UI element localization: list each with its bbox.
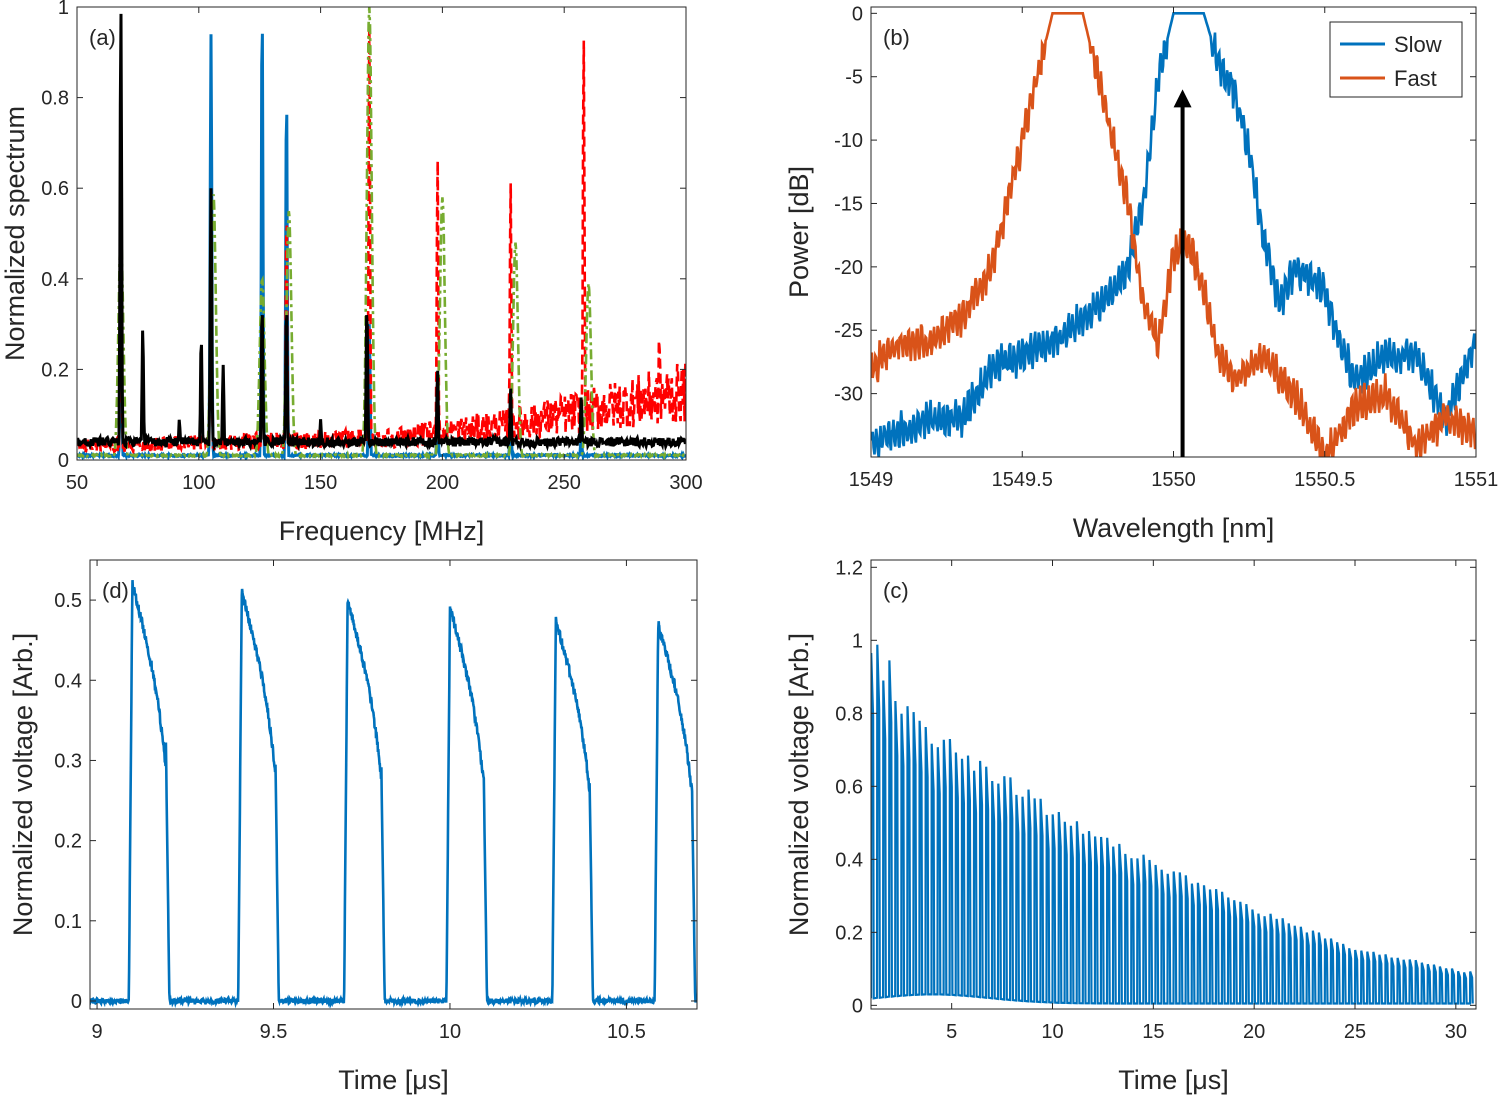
c-axes-box	[870, 559, 1477, 1010]
b-ytick-label: 0	[852, 3, 863, 25]
d-ytick-label: 0.5	[54, 590, 82, 612]
b-ytick-label: -5	[845, 67, 863, 89]
c-ytick-label: 0	[852, 995, 863, 1017]
d-ytick-label: 0.1	[54, 911, 82, 933]
c-plot-area	[871, 644, 1474, 1005]
d-plot-area	[90, 580, 697, 1009]
a-ytick-label: 0.2	[41, 359, 69, 381]
c-ytick-label: 0.2	[835, 922, 863, 944]
panel-a-chart: 50 100 150 200 250 300 0 0.2 0.4 0.6 0.8 1 Frequency…	[0, 0, 703, 546]
d-series-line	[90, 580, 697, 1009]
b-arrow-head	[1173, 89, 1192, 108]
panel-d-chart: 9 9.5 10 10.5 0 0.1 0.2 0.3 0.4 0.5 Time [μs] Norma…	[8, 559, 698, 1095]
b-ytick-label: -10	[834, 130, 863, 152]
b-xtick-label: 1550	[1151, 469, 1196, 491]
c-ytick-label: 1.2	[835, 557, 863, 579]
d-xtick-label: 10	[439, 1021, 461, 1043]
a-plot-area	[77, 7, 686, 460]
a-ytick-label: 0.6	[41, 178, 69, 200]
a-series-line-1	[77, 25, 686, 457]
d-panel-label: (d)	[102, 578, 129, 603]
d-ylabel: Normalized voltage [Arb.]	[8, 633, 38, 936]
b-xtick-label: 1549.5	[992, 469, 1053, 491]
a-xtick-label: 150	[304, 472, 337, 494]
d-ytick-label: 0.2	[54, 831, 82, 853]
c-xtick-label: 10	[1041, 1021, 1063, 1043]
c-ytick-label: 1	[852, 630, 863, 652]
panel-b-chart: 1549 1549.5 1550 1550.5 1551 0 -5 -10 -15 -20 -25 -…	[784, 3, 1498, 543]
b-ytick-label: -30	[834, 384, 863, 406]
d-xtick-label: 9.5	[260, 1021, 288, 1043]
b-ytick-label: -15	[834, 193, 863, 215]
d-ytick-label: 0.4	[54, 670, 82, 692]
b-legend: Slow Fast	[1329, 21, 1463, 98]
c-ytick-label: 0.8	[835, 703, 863, 725]
c-xlabel: Time [μs]	[1118, 1065, 1229, 1095]
d-ytick-label: 0	[71, 991, 82, 1013]
c-ytick-label: 0.4	[835, 849, 863, 871]
c-xtick-label: 30	[1445, 1021, 1467, 1043]
a-series-line-2	[77, 7, 686, 460]
c-xtick-label: 20	[1243, 1021, 1265, 1043]
a-xtick-label: 250	[548, 472, 581, 494]
a-ytick-label: 0	[58, 450, 69, 472]
b-ylabel: Power [dB]	[784, 166, 814, 298]
a-xtick-label: 100	[182, 472, 215, 494]
a-ylabel: Normalized spectrum	[0, 106, 30, 361]
b-ytick-label: -25	[834, 320, 863, 342]
a-axes-box	[76, 6, 687, 461]
panel-c-chart: 5 10 15 20 25 30 0 0.2 0.4 0.6 0.8 1 1.2 Time [μs] Nor…	[784, 557, 1477, 1095]
b-xtick-label: 1550.5	[1294, 469, 1355, 491]
b-xlabel: Wavelength [nm]	[1073, 513, 1275, 543]
a-xtick-label: 300	[669, 472, 702, 494]
a-xlabel: Frequency [MHz]	[279, 516, 485, 546]
d-xlabel: Time [μs]	[338, 1065, 449, 1095]
d-xtick-label: 10.5	[607, 1021, 646, 1043]
d-axes-box	[89, 559, 698, 1010]
b-xtick-label: 1551	[1454, 469, 1499, 491]
b-legend-box	[1329, 21, 1463, 98]
b-panel-label: (b)	[883, 25, 910, 50]
c-ylabel: Normalized voltage [Arb.]	[784, 633, 814, 936]
a-xtick-label: 200	[426, 472, 459, 494]
b-series-line-slow	[871, 12, 1476, 457]
c-ytick-label: 0.6	[835, 776, 863, 798]
b-xtick-label: 1549	[849, 469, 894, 491]
c-xtick-label: 25	[1344, 1021, 1366, 1043]
a-ytick-label: 1	[58, 0, 69, 19]
b-series-line-fast	[871, 12, 1476, 457]
a-series-line-3	[77, 13, 686, 452]
c-xtick-label: 15	[1142, 1021, 1164, 1043]
b-ytick-label: -20	[834, 257, 863, 279]
d-ytick-label: 0.3	[54, 750, 82, 772]
a-xtick-label: 50	[66, 472, 88, 494]
c-panel-label: (c)	[883, 578, 909, 603]
a-ytick-label: 0.4	[41, 269, 69, 291]
b-legend-label-slow: Slow	[1394, 32, 1442, 57]
d-xtick-label: 9	[91, 1021, 102, 1043]
b-legend-label-fast: Fast	[1394, 66, 1437, 91]
a-ytick-label: 0.8	[41, 88, 69, 110]
a-panel-label: (a)	[89, 25, 116, 50]
c-series-line	[871, 644, 1474, 1005]
c-xtick-label: 5	[946, 1021, 957, 1043]
b-plot-area	[871, 12, 1476, 457]
